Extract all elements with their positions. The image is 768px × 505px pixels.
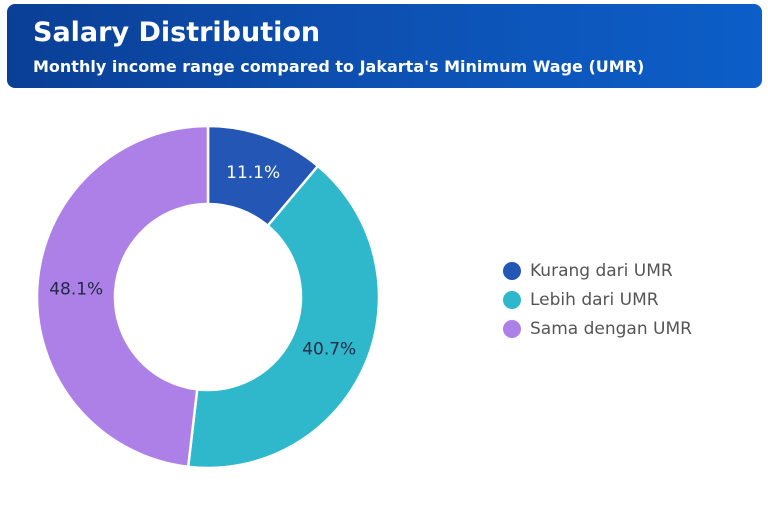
slice-label-lebih-dari-umr: 40.7% (302, 339, 356, 359)
chart-legend: Kurang dari UMR Lebih dari UMR Sama deng… (503, 256, 692, 343)
legend-item-sama-dengan-umr[interactable]: Sama dengan UMR (503, 314, 692, 343)
chart-header: Salary Distribution Monthly income range… (7, 4, 762, 88)
slice-label-kurang-dari-umr: 11.1% (226, 163, 280, 183)
legend-swatch-lebih-dari-umr (503, 290, 521, 309)
donut-slices (35, 124, 381, 470)
legend-label-kurang-dari-umr: Kurang dari UMR (530, 260, 673, 281)
donut-slice-lebih-dari-umr[interactable] (186, 164, 381, 470)
legend-swatch-kurang-dari-umr (503, 261, 521, 280)
legend-item-lebih-dari-umr[interactable]: Lebih dari UMR (503, 285, 692, 314)
chart-subtitle: Monthly income range compared to Jakarta… (33, 57, 645, 76)
legend-label-sama-dengan-umr: Sama dengan UMR (530, 318, 692, 339)
chart-title: Salary Distribution (33, 17, 321, 48)
donut-slice-sama-dengan-umr[interactable] (35, 124, 210, 469)
donut-chart: 11.1% 40.7% 48.1% (35, 124, 381, 470)
slice-label-sama-dengan-umr: 48.1% (49, 279, 103, 299)
legend-swatch-sama-dengan-umr (503, 319, 521, 338)
donut-slice-labels: 11.1% 40.7% 48.1% (49, 163, 356, 359)
legend-item-kurang-dari-umr[interactable]: Kurang dari UMR (503, 256, 692, 285)
legend-label-lebih-dari-umr: Lebih dari UMR (530, 289, 659, 310)
